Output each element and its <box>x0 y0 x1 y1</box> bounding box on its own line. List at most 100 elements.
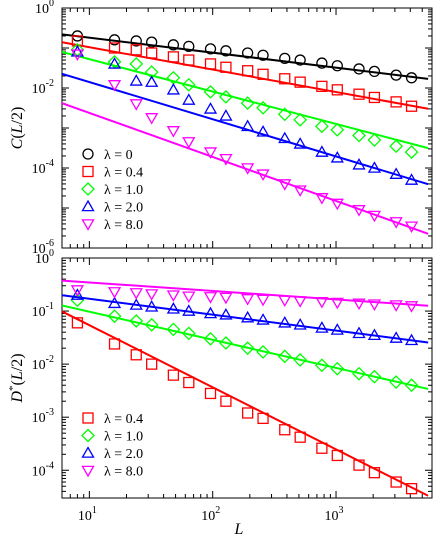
data-point <box>315 321 329 333</box>
data-point <box>218 336 233 350</box>
legend-marker <box>82 412 94 424</box>
data-point <box>390 69 402 81</box>
y-tick-label: 10-4 <box>32 158 54 177</box>
data-point <box>203 306 218 319</box>
data-point <box>294 76 306 88</box>
x-tick-label: 102 <box>201 505 220 524</box>
data-point <box>257 49 269 61</box>
data-point <box>166 83 181 95</box>
data-point <box>330 323 344 335</box>
data-point <box>240 96 255 110</box>
data-point <box>293 353 308 367</box>
data-point <box>316 80 328 92</box>
data-point <box>367 369 382 384</box>
data-point <box>146 358 158 370</box>
chart-panel-1: 100 10-2 10-4 10-6 C(L/2) λ = 0 λ = 0.4 λ = 1.0… <box>9 0 433 257</box>
data-point <box>129 99 143 111</box>
data-point <box>129 56 144 71</box>
data-point <box>405 483 418 495</box>
legend-marker <box>82 148 94 160</box>
data-point <box>241 119 255 132</box>
data-point <box>256 169 270 182</box>
legend-marker <box>82 165 94 178</box>
y-tick-label: 10-3 <box>32 407 54 426</box>
fit-line <box>62 279 429 307</box>
data-point <box>278 316 292 328</box>
data-point <box>367 328 382 341</box>
data-point <box>183 54 195 66</box>
data-point <box>241 407 254 419</box>
data-point <box>130 349 142 361</box>
data-point <box>404 301 419 313</box>
series-3 <box>62 42 429 160</box>
legend-label: λ = 0 <box>104 148 133 163</box>
plot-area <box>62 279 429 497</box>
data-point <box>203 292 218 304</box>
data-point <box>353 459 365 471</box>
data-point <box>129 298 143 310</box>
data-point <box>166 302 181 314</box>
data-point <box>144 317 159 332</box>
data-point <box>241 47 254 59</box>
data-point <box>330 122 345 137</box>
data-point <box>108 42 121 54</box>
data-point <box>257 412 269 425</box>
data-point <box>146 47 158 59</box>
data-point <box>204 43 217 55</box>
data-point <box>107 309 122 324</box>
data-point <box>367 299 382 311</box>
legend-label: λ = 0.4 <box>104 166 143 181</box>
data-point <box>330 297 344 310</box>
y-tick-label: 100 <box>35 0 54 17</box>
data-point <box>278 295 292 308</box>
data-point <box>257 68 269 80</box>
data-point <box>405 100 418 112</box>
y-tick-label: 100 <box>35 248 54 267</box>
x-tick-label: 101 <box>78 505 97 524</box>
legend-label: λ = 8.0 <box>104 218 143 233</box>
series-3 <box>62 288 429 346</box>
data-point <box>404 173 419 185</box>
data-point <box>107 80 122 92</box>
data-point <box>294 54 306 66</box>
data-point <box>330 198 344 211</box>
data-point <box>220 61 232 73</box>
data-point <box>330 361 345 376</box>
data-point <box>315 145 329 157</box>
data-point <box>390 476 402 488</box>
data-point <box>368 467 381 479</box>
data-point <box>204 387 217 400</box>
data-point <box>315 296 329 309</box>
fit-line <box>62 294 429 344</box>
y-tick-label: 10-6 <box>32 238 54 257</box>
data-point <box>219 109 233 121</box>
data-point <box>368 65 381 78</box>
y-tick-label: 10-2 <box>32 354 54 373</box>
data-point <box>144 65 159 80</box>
data-point <box>279 73 291 85</box>
data-point <box>107 57 122 69</box>
data-point <box>108 34 121 46</box>
series-1 <box>62 310 429 497</box>
y-axis-title: C(L/2) <box>9 107 26 150</box>
data-point <box>70 49 85 62</box>
series-4 <box>62 279 429 313</box>
data-point <box>390 96 402 108</box>
data-point <box>167 51 180 63</box>
data-point <box>70 288 85 300</box>
data-point <box>293 296 307 308</box>
data-point <box>404 145 419 160</box>
data-point <box>293 112 308 127</box>
legend-marker <box>81 219 95 231</box>
legend-label: λ = 2.0 <box>104 201 143 216</box>
data-point <box>203 102 218 114</box>
data-point <box>352 326 366 339</box>
data-point <box>219 292 233 305</box>
y-tick-label: 10-2 <box>32 78 54 97</box>
data-point <box>145 113 159 125</box>
series-4 <box>62 45 429 186</box>
data-point <box>130 35 142 47</box>
data-point <box>352 205 366 217</box>
data-point <box>203 147 218 159</box>
x-axis-title: L <box>234 521 244 538</box>
